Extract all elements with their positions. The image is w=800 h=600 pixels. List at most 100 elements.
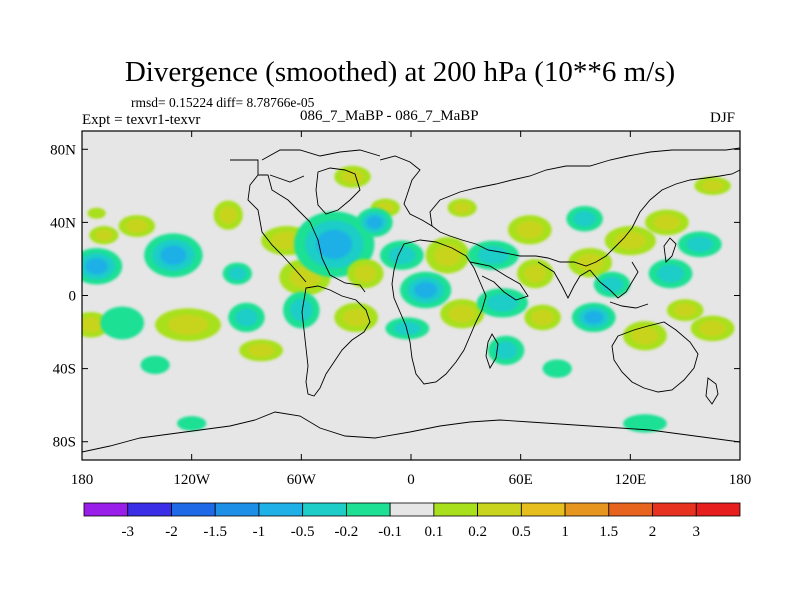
field-blob-12-level-1 — [247, 343, 275, 358]
colorbar-label: 0.1 — [424, 524, 443, 540]
field-blob-21 — [356, 207, 393, 238]
coastline-southeast-asia — [589, 261, 649, 309]
field-blob-35-level-1 — [573, 210, 596, 227]
field-blob-24 — [385, 317, 430, 340]
field-blob-32 — [517, 258, 554, 289]
field-blob-31-level-1 — [516, 220, 544, 239]
colorbar-swatch — [520, 502, 566, 517]
chart-title: Divergence (smoothed) at 200 hPa (10**6 … — [124, 56, 676, 88]
field-blob-18 — [347, 258, 384, 289]
x-tick-label: 120E — [614, 472, 646, 488]
field-blob-21-level-2 — [366, 215, 383, 229]
coastline-greenland — [315, 167, 361, 215]
experiment-label: Expt = texvr1-texvr — [82, 112, 201, 128]
field-blob-7 — [155, 308, 221, 342]
field-blob-19 — [334, 302, 379, 333]
y-tick-label: 80S — [53, 435, 76, 451]
field-blob-40 — [623, 321, 667, 351]
field-blob-3 — [89, 226, 119, 245]
field-blob-2-level-0 — [87, 207, 106, 219]
field-blob-30 — [487, 335, 525, 365]
colorbar-swatch — [652, 502, 697, 517]
coastline-arabia-india — [469, 261, 591, 301]
colorbar-swatch — [127, 502, 172, 517]
field-blob-41-level-1 — [653, 214, 681, 231]
colorbar-label: 1.5 — [599, 524, 618, 540]
field-blob-17-level-1 — [341, 169, 364, 184]
field-blob-32-level-1 — [524, 264, 547, 283]
field-blob-23 — [400, 271, 452, 309]
x-tick-label: 180 — [729, 472, 752, 488]
field-blob-36 — [568, 247, 613, 278]
field-blob-29 — [476, 288, 528, 318]
coastline-new-zealand — [705, 377, 719, 405]
coastline-africa — [391, 239, 487, 385]
field-blob-44 — [677, 231, 722, 258]
continent-outlines — [82, 147, 740, 453]
field-blob-41 — [644, 209, 689, 236]
field-blob-23-level-2 — [414, 281, 437, 299]
field-blob-6-level-2 — [160, 245, 187, 266]
field-blob-31 — [507, 215, 552, 245]
field-blob-26 — [440, 299, 485, 329]
field-blob-1-level-1 — [82, 316, 103, 333]
field-blob-7-level-1 — [167, 314, 209, 335]
colorbar-label: -1 — [253, 524, 266, 540]
field-blob-39-level-1 — [614, 231, 647, 250]
field-blob-0 — [82, 247, 123, 285]
colorbar-label: -2 — [165, 524, 178, 540]
field-blob-39 — [604, 226, 656, 256]
colorbar-swatch — [171, 502, 216, 517]
field-blob-8 — [140, 355, 170, 375]
colorbar: -3 -2 -1.5 -1 -0.5 -0.2 -0.1 0.1 0.2 0.5 1 1.5 2 3 — [83, 502, 741, 540]
coastline-madagascar — [485, 333, 499, 370]
field-blob-10 — [222, 262, 252, 285]
field-blob-5 — [100, 306, 145, 340]
coastline-europe-asia — [379, 147, 740, 267]
coastline-south-america — [301, 285, 371, 397]
field-blob-30-level-1 — [494, 341, 518, 360]
field-blob-44-level-1 — [686, 236, 714, 253]
field-blob-45-level-1 — [699, 320, 727, 337]
field-blob-33 — [524, 304, 561, 331]
case-label: 086_7_MaBP - 086_7_MaBP — [300, 108, 479, 124]
field-blob-12 — [239, 339, 284, 362]
field-blob-38 — [593, 271, 631, 298]
field-blob-25-level-1 — [434, 244, 462, 267]
field-blob-40-level-1 — [631, 326, 659, 345]
x-tick-label: 60W — [287, 472, 317, 488]
field-blob-4 — [118, 215, 156, 238]
field-blob-10-level-1 — [228, 266, 247, 281]
field-blob-34-level-0 — [542, 359, 572, 378]
field-blob-8-level-0 — [140, 355, 170, 375]
field-blob-16 — [294, 211, 375, 278]
field-blob-9-level-1 — [219, 206, 238, 225]
field-blob-5-level-0 — [100, 306, 145, 340]
field-blob-22 — [379, 240, 424, 270]
colorbar-swatch — [608, 502, 653, 517]
field-blob-18-level-1 — [354, 264, 377, 283]
field-blob-11 — [228, 302, 265, 333]
colorbar-label: -3 — [121, 524, 134, 540]
colorbar-label: 1 — [561, 524, 569, 540]
field-contours — [82, 165, 735, 433]
field-blob-45 — [690, 315, 735, 342]
field-blob-37 — [571, 302, 616, 333]
colorbar-label: -1.5 — [203, 524, 227, 540]
field-blob-37-level-2 — [584, 310, 604, 324]
coastline-japan — [663, 237, 677, 263]
field-blob-22-level-1 — [388, 246, 416, 265]
field-blob-16-level-2 — [316, 229, 353, 259]
colorbar-label: -0.1 — [378, 524, 402, 540]
field-blob-6 — [144, 233, 203, 278]
colorbar-swatch — [433, 502, 479, 517]
coastline-arctic-canada — [261, 149, 381, 183]
x-axis: 180 120W 60W 0 60E 120E 180 — [71, 131, 752, 488]
field-blob-27 — [447, 198, 477, 217]
stats-label: rmsd= 0.15224 diff= 8.78766e-05 — [131, 95, 315, 110]
field-blob-17 — [334, 165, 371, 188]
y-axis: 80N 40N 0 40S 80S — [50, 142, 740, 451]
field-blob-38-level-1 — [600, 276, 624, 293]
colorbar-swatch — [302, 502, 347, 517]
